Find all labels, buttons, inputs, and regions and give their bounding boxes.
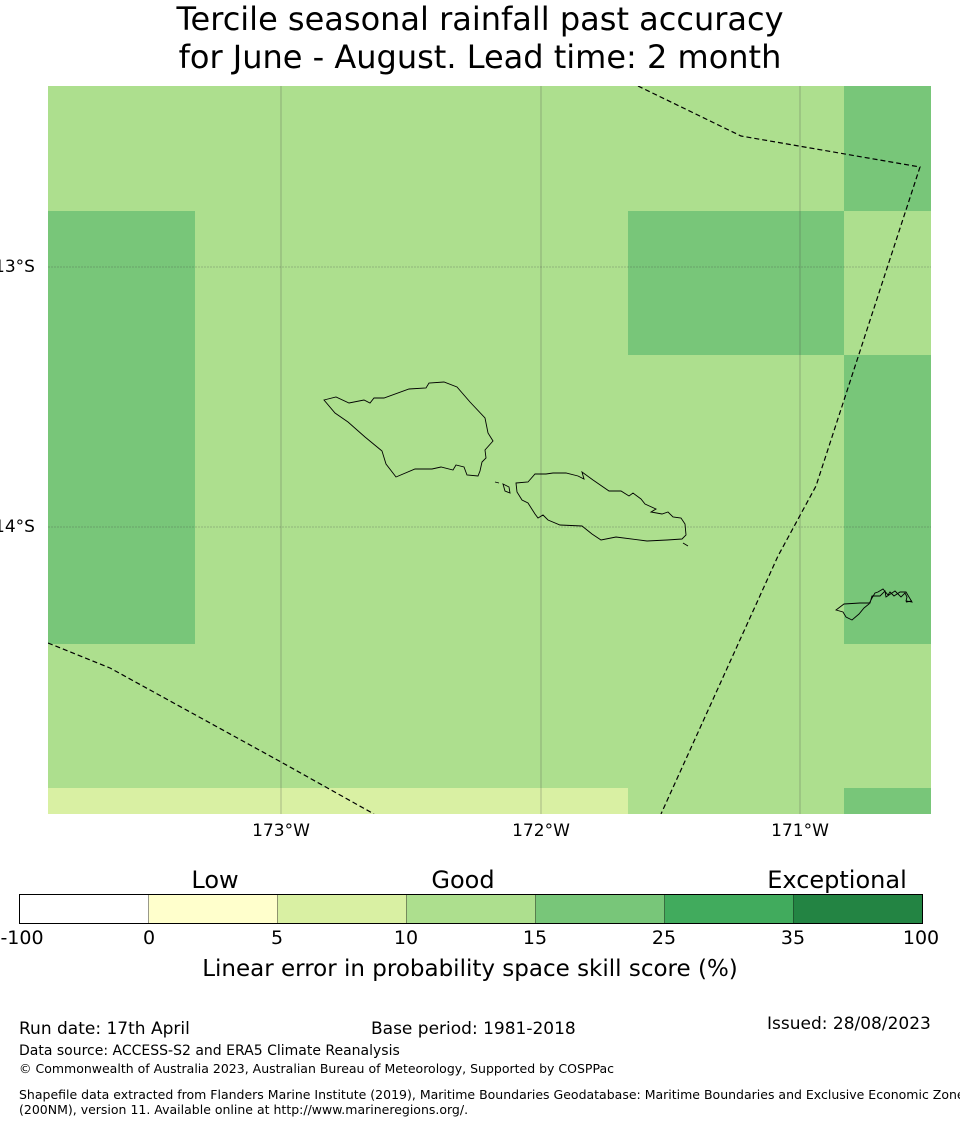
colorbar-tick-15: 15: [522, 927, 548, 949]
lon-label-173w: 173°W: [252, 821, 310, 841]
legend-category-good: Good: [431, 866, 495, 894]
skill-cell-right: [844, 355, 931, 644]
colorbar-tick-25: 25: [651, 927, 677, 949]
colorbar-tick-0: 0: [142, 927, 156, 949]
shapefile-credit-line-2: (200NM), version 11. Available online at…: [19, 1102, 469, 1117]
colorbar-tick-10: 10: [393, 927, 419, 949]
lat-label-14s: 14°S: [0, 517, 35, 537]
title-line-1: Tercile seasonal rainfall past accuracy: [176, 0, 784, 38]
islet-nuutele: [682, 542, 689, 547]
skill-cell-base: [48, 86, 931, 814]
island-apolima: [502, 483, 511, 494]
colorbar-bin-5: [664, 894, 794, 924]
eez-boundary: [48, 86, 921, 814]
skill-map: [48, 86, 931, 814]
gridlines: [48, 86, 931, 814]
title-line-2: for June - August. Lead time: 2 month: [178, 38, 782, 76]
colorbar-bin-3: [406, 894, 536, 924]
colorbar-tick-35: 35: [780, 927, 806, 949]
colorbar-bin-0: [19, 894, 149, 924]
island-upolu: [515, 470, 687, 542]
skill-cell-upper-mid: [628, 211, 844, 355]
colorbar-tick-100: 100: [902, 927, 940, 949]
copyright-notice: © Commonwealth of Australia 2023, Austra…: [19, 1061, 614, 1076]
data-source: Data source: ACCESS-S2 and ERA5 Climate …: [19, 1043, 400, 1059]
colorbar-bin-6: [793, 894, 923, 924]
skill-cell-left: [48, 211, 195, 644]
lon-label-171w: 171°W: [771, 821, 829, 841]
base-period: Base period: 1981-2018: [371, 1019, 576, 1039]
island-savaii: [323, 381, 494, 478]
skill-cell-bottom-right: [844, 788, 931, 814]
legend-category-low: Low: [191, 866, 239, 894]
issued-date: Issued: 28/08/2023: [767, 1014, 931, 1034]
colorbar: [19, 894, 923, 924]
lat-label-13s: 13°S: [0, 257, 35, 277]
colorbar-tick-5: 5: [270, 927, 284, 949]
lon-label-172w: 172°W: [512, 821, 570, 841]
coastline: [323, 381, 913, 621]
skill-cell-top-right: [844, 86, 931, 211]
run-date: Run date: 17th April: [19, 1019, 190, 1039]
skill-cell-bottom-left: [48, 788, 628, 814]
colorbar-bin-2: [277, 894, 407, 924]
colorbar-bin-1: [148, 894, 278, 924]
islet-aunuu: [905, 600, 913, 603]
island-tutuila: [835, 588, 913, 621]
colorbar-tick--100: -100: [0, 927, 44, 949]
colorbar-title: Linear error in probability space skill …: [202, 956, 738, 982]
shapefile-credit-line-1: Shapefile data extracted from Flanders M…: [19, 1087, 960, 1102]
map-title: Tercile seasonal rainfall past accuracy …: [0, 0, 960, 76]
legend-category-exceptional: Exceptional: [767, 866, 907, 894]
islet-manono: [494, 481, 500, 484]
colorbar-bin-4: [535, 894, 665, 924]
